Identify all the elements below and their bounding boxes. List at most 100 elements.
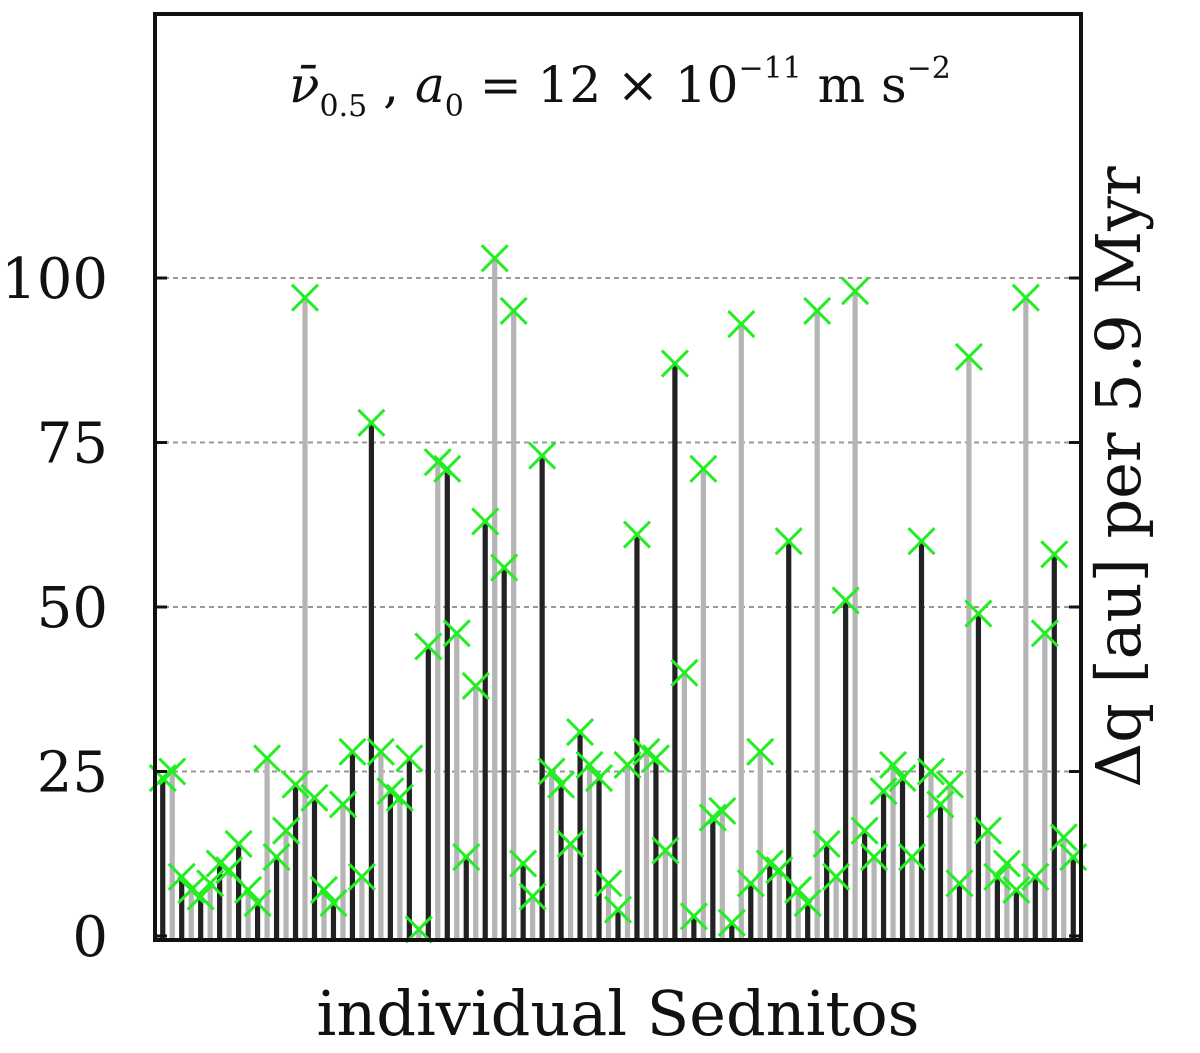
bar [767,863,773,940]
y-tick-label: 0 [72,905,108,970]
bar [786,541,792,940]
bar [586,764,593,940]
bar [207,883,213,940]
data-point-marker [878,750,908,779]
data-point-marker [547,770,576,799]
bar [729,922,735,940]
bar [368,422,375,940]
bar [397,797,403,940]
data-point-marker [603,895,633,924]
bar [530,896,536,940]
data-point-marker [622,520,652,549]
bar [776,870,782,940]
data-point-marker [670,658,699,687]
bar [254,903,261,940]
bar [700,468,706,940]
bar [416,929,422,940]
bar [330,903,337,940]
data-point-marker [433,454,462,483]
bar [994,876,1000,940]
bar [909,857,915,940]
data-point-marker [679,902,708,931]
bar [1013,889,1019,940]
data-point-marker [528,441,557,470]
bar [805,903,811,940]
data-point-marker [271,816,301,845]
bar [615,909,621,940]
y-axis-label: Δq [au] per 5.9 Myr [1082,166,1155,788]
bar [681,672,687,940]
markers [148,244,1088,944]
data-point-marker [660,349,689,378]
data-point-marker [841,277,870,306]
data-point-marker [1011,283,1040,312]
bar [719,810,725,940]
grid [155,277,1081,773]
bar [349,751,356,940]
data-point-marker [983,862,1012,891]
bar [1070,857,1076,940]
bar [378,751,384,940]
plot-frame [153,12,1083,942]
bar [567,843,574,940]
bar [283,830,289,940]
data-point-marker [452,842,481,872]
bar [558,784,564,940]
bar [691,916,697,940]
bar [890,764,896,940]
data-point-marker [224,829,253,858]
data-point-marker [860,842,889,872]
data-point-marker [973,816,1002,845]
bar [605,883,612,940]
data-point-marker [537,757,566,786]
data-point-marker [309,875,339,905]
data-point-marker [262,842,291,872]
bar [435,462,441,940]
bar [387,791,393,940]
bar [492,258,498,940]
y-axis-ticks: 0 25 50 75 100 [1,247,1081,970]
bar [833,876,839,940]
data-point-marker [746,737,775,766]
data-point-marker [784,875,813,905]
data-point-marker [509,849,538,878]
bar [482,521,488,940]
bar [966,356,972,941]
bar [814,310,820,940]
data-point-marker [850,816,879,845]
data-point-marker [1049,823,1078,852]
y-tick-label: 50 [37,576,108,641]
data-point-marker [803,296,832,325]
bar [179,876,185,940]
bar [871,857,877,940]
data-point-marker [575,750,604,779]
bar [937,804,944,940]
data-point-marker [897,842,927,872]
bar [748,883,754,940]
bar [1042,633,1048,940]
data-point-marker [1030,619,1059,648]
data-point-marker [935,770,965,799]
data-point-marker [916,757,946,786]
data-point-marker [708,796,737,826]
bar [169,771,175,940]
data-point-marker [253,744,282,773]
chart-title: ν̄0.5 , a0 = 12 × 10−11 m s−2 [289,51,951,124]
data-point-marker [290,283,320,312]
bar [520,863,526,940]
bar [245,889,251,940]
data-point-marker [907,527,936,556]
bar [188,889,194,940]
bar [473,685,479,940]
data-point-marker [158,757,187,786]
bar [302,297,308,940]
bar [549,771,555,940]
data-point-marker [338,737,367,766]
data-point-marker [442,619,471,648]
data-point-marker [1040,540,1069,569]
bar [340,804,346,940]
data-point-marker [793,889,822,918]
bar [217,863,223,940]
data-point-marker [992,849,1021,878]
